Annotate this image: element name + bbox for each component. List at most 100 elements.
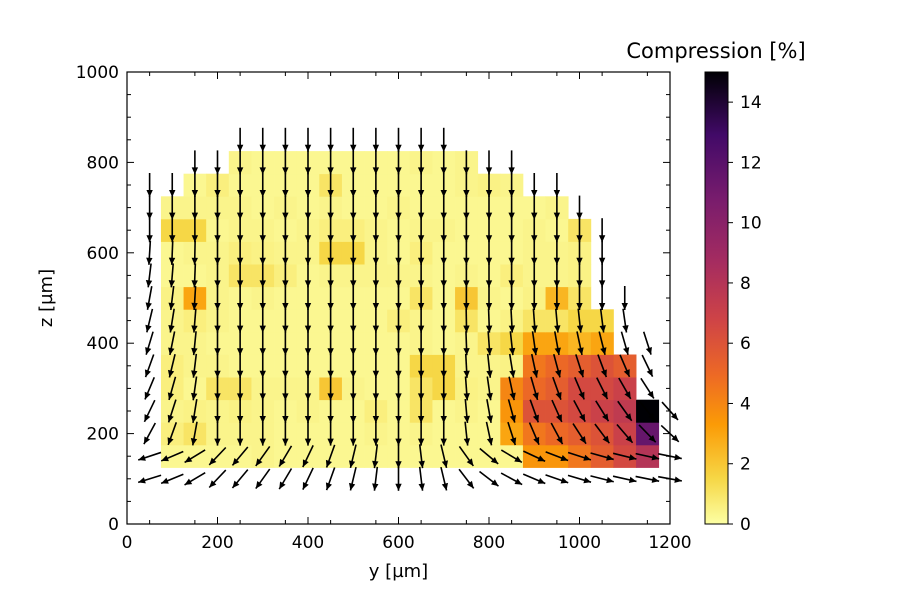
vector-arrow xyxy=(236,331,244,356)
vector-arrow xyxy=(214,218,221,243)
vector-arrow xyxy=(463,353,470,378)
vector-arrow xyxy=(531,286,538,310)
y-tick-label: 800 xyxy=(87,153,119,173)
vector-arrow xyxy=(463,331,470,356)
vector-arrow xyxy=(167,376,177,401)
vector-arrow xyxy=(508,376,516,401)
vector-arrow xyxy=(507,421,517,446)
vector-arrow xyxy=(145,286,153,310)
vector-arrow xyxy=(160,450,184,462)
vector-arrow xyxy=(214,421,221,446)
vector-arrow xyxy=(508,308,516,333)
vector-arrow xyxy=(576,240,583,265)
vector-arrow xyxy=(191,240,198,265)
vector-arrow xyxy=(214,399,221,423)
vector-arrow xyxy=(137,451,162,461)
vector-arrow xyxy=(553,218,561,243)
x-tick-label: 800 xyxy=(473,533,505,553)
vector-arrow xyxy=(327,421,334,446)
vector-arrow xyxy=(508,263,515,288)
vector-arrow xyxy=(640,377,655,399)
vector-arrow xyxy=(146,218,153,243)
vector-arrow xyxy=(259,240,266,265)
vector-arrow xyxy=(144,377,156,400)
vector-arrow xyxy=(485,308,493,333)
vector-arrow xyxy=(508,218,515,243)
vector-arrow xyxy=(576,308,584,333)
vector-arrow xyxy=(418,466,425,491)
vector-arrow xyxy=(372,376,380,401)
vector-arrow xyxy=(327,263,334,288)
vector-arrow xyxy=(486,376,493,401)
vector-arrow xyxy=(440,150,447,175)
vector-arrow xyxy=(596,377,609,400)
vector-arrow xyxy=(259,263,266,288)
vector-arrow xyxy=(259,173,266,197)
vector-arrow xyxy=(146,173,153,197)
vector-arrow xyxy=(417,286,425,310)
vector-arrow xyxy=(485,286,493,310)
colorbar xyxy=(704,71,729,525)
vector-arrow xyxy=(143,422,157,445)
vector-arrow xyxy=(553,286,561,310)
vector-arrow xyxy=(167,422,178,446)
vector-arrow xyxy=(372,421,380,446)
vector-arrow xyxy=(612,452,637,461)
vector-arrow xyxy=(551,399,563,423)
vector-arrow xyxy=(145,331,154,355)
vector-arrow xyxy=(440,376,447,401)
vector-arrow xyxy=(567,474,592,484)
x-tick-label: 200 xyxy=(201,533,233,553)
vector-arrow xyxy=(463,195,470,220)
vector-arrow xyxy=(236,173,244,197)
vector-field xyxy=(137,127,682,491)
vector-arrow xyxy=(327,376,334,401)
vector-arrow xyxy=(440,331,447,356)
vector-arrow xyxy=(395,218,402,243)
vector-arrow xyxy=(145,263,153,288)
vector-arrow xyxy=(350,286,357,310)
vector-arrow xyxy=(190,399,198,423)
vector-arrow xyxy=(463,308,470,333)
vector-arrow xyxy=(214,240,221,265)
vector-arrow xyxy=(507,399,517,423)
vector-arrow xyxy=(508,150,515,175)
vector-arrow xyxy=(259,150,266,175)
vector-arrow xyxy=(282,421,289,446)
vector-arrow xyxy=(304,240,312,265)
vector-arrow xyxy=(553,240,561,265)
vector-arrow xyxy=(553,173,561,197)
vector-arrow xyxy=(191,376,198,401)
vector-arrow xyxy=(350,150,357,175)
vector-arrow xyxy=(531,195,538,220)
colorbar-tick-label: 4 xyxy=(740,394,751,414)
vector-arrow xyxy=(463,173,470,197)
vector-arrow xyxy=(236,286,244,310)
y-tick-label: 1000 xyxy=(76,63,119,83)
vector-arrow xyxy=(208,446,227,466)
vector-arrow xyxy=(576,263,583,288)
vector-arrow xyxy=(350,173,357,197)
axis-ticks: 0 200 400 600 800 1000 1200 0 200 400 600 800 1000 xyxy=(76,63,692,553)
vector-arrow xyxy=(597,354,608,378)
vector-arrow xyxy=(304,308,312,333)
vector-arrow xyxy=(417,218,425,243)
vector-arrow xyxy=(282,331,289,356)
vector-arrow xyxy=(417,399,425,423)
vector-arrow xyxy=(395,240,402,265)
vector-arrow xyxy=(417,150,425,175)
vector-arrow xyxy=(576,286,583,310)
vector-arrow xyxy=(522,473,546,485)
vector-arrow xyxy=(214,308,221,333)
vector-arrow xyxy=(598,263,606,288)
vector-arrow xyxy=(531,173,538,197)
vector-arrow xyxy=(440,466,449,491)
vector-arrow xyxy=(282,286,289,310)
vector-arrow xyxy=(282,308,289,333)
vector-arrow xyxy=(479,447,499,465)
vector-arrow xyxy=(545,451,569,462)
vector-arrow xyxy=(350,127,357,152)
vector-arrow xyxy=(325,467,336,491)
vector-arrow xyxy=(575,354,585,378)
vector-arrow xyxy=(576,218,583,243)
